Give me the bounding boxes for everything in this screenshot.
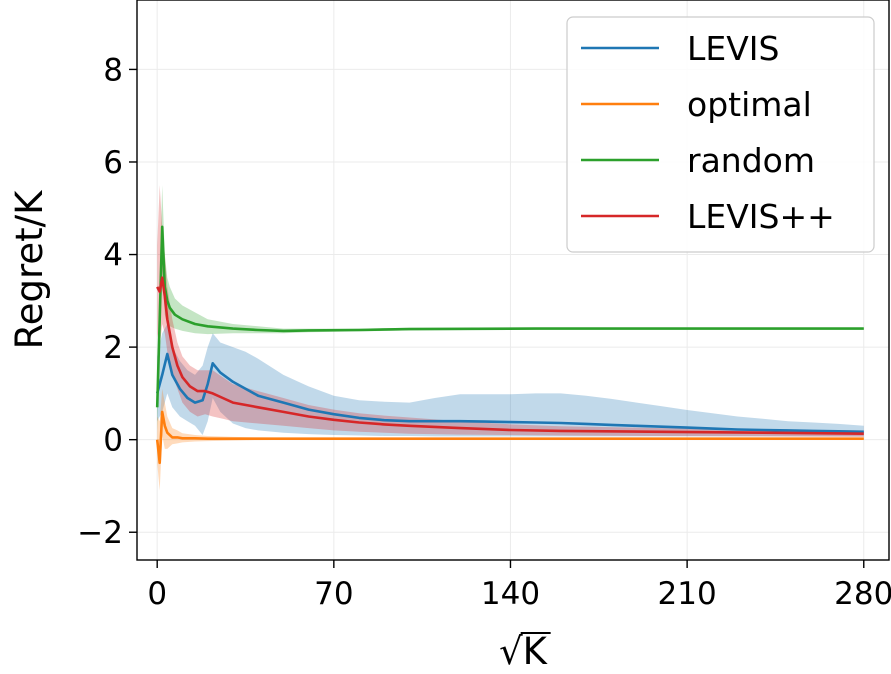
legend: LEVIS optimal random LEVIS++ (566, 16, 875, 253)
line-random (155, 225, 864, 408)
y-axis-label: Regret/K (8, 189, 51, 349)
y-tick-label-3: 4 (103, 238, 123, 274)
legend-label-levis: LEVIS (687, 29, 780, 68)
y-tick-label-5: 8 (103, 52, 123, 88)
x-tick-label-4: 280 (834, 576, 891, 612)
y-tick-label-4: 6 (103, 145, 123, 181)
band-levisplusplus (157, 185, 864, 437)
y-tick-label-1: 0 (103, 423, 123, 459)
line-levisplusplus (156, 276, 864, 435)
plot-frame (136, 0, 890, 561)
axis-ticks: 0 70 140 210 280 −2 0 2 4 6 8 (77, 52, 891, 612)
x-axis-label-radical: √ (499, 630, 523, 673)
x-tick-label-2: 140 (481, 576, 540, 612)
x-tick-label-3: 210 (658, 576, 717, 612)
legend-label-random: random (687, 141, 815, 180)
legend-frame (566, 16, 875, 253)
x-tick-label-1: 70 (314, 576, 353, 612)
legend-label-levisplusplus: LEVIS++ (687, 197, 835, 236)
legend-label-optimal: optimal (687, 85, 812, 124)
line-levis (155, 352, 864, 434)
x-axis-label: √K (499, 630, 549, 673)
x-axis-label-var: K (523, 630, 549, 673)
y-tick-label-0: −2 (77, 515, 123, 551)
line-optimal (155, 410, 864, 465)
band-levis (157, 324, 864, 437)
series-lines (155, 225, 864, 465)
y-tick-label-2: 2 (103, 330, 123, 366)
x-tick-label-0: 0 (147, 576, 167, 612)
